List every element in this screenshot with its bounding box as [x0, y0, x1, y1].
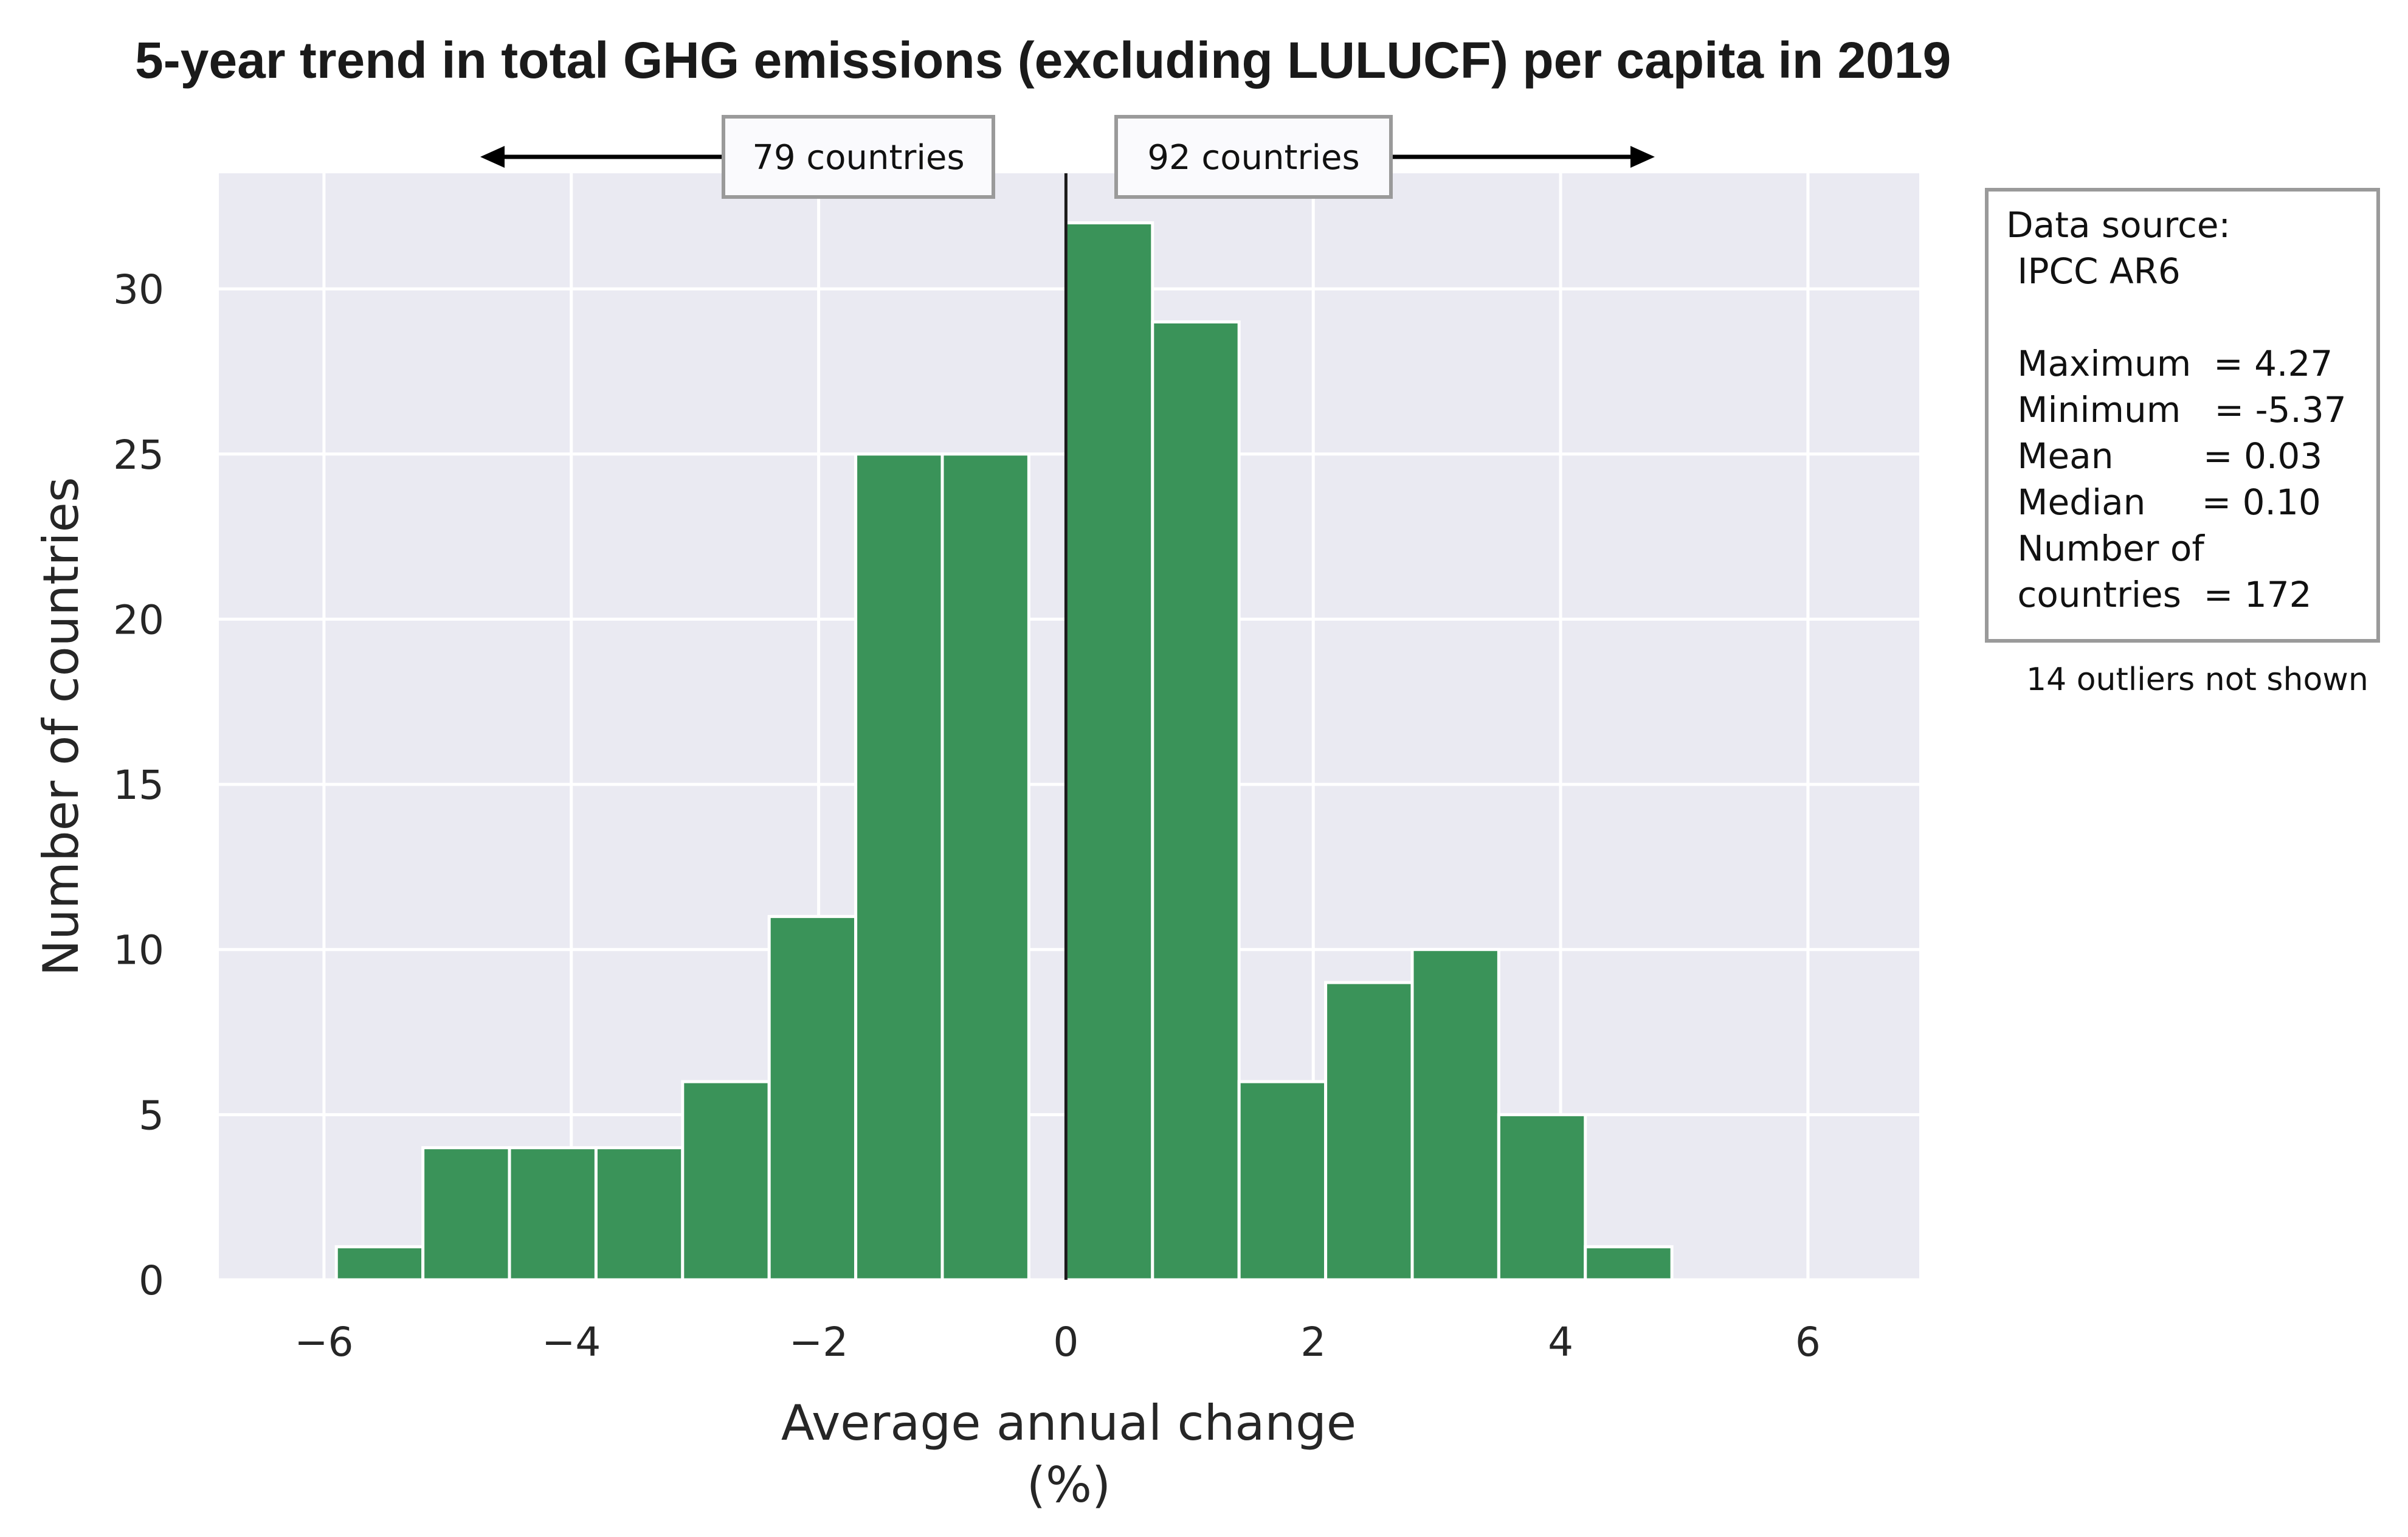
histogram-bar [940, 452, 1030, 1282]
x-axis-label-unit: (%) [1027, 1457, 1111, 1513]
histogram-bars [334, 221, 1674, 1282]
y-tick-label: 10 [113, 927, 164, 974]
y-tick-label: 20 [113, 596, 164, 643]
left-count-label: 79 countries [752, 138, 964, 178]
histogram-bar [508, 1146, 598, 1282]
histogram-bar [1324, 981, 1414, 1282]
histogram-bar [1584, 1245, 1674, 1282]
histogram-bar [1410, 948, 1500, 1282]
stats-line: Number of [2006, 528, 2205, 569]
x-tick-label: −2 [789, 1319, 848, 1366]
histogram-bar [854, 452, 944, 1282]
stats-line: IPCC AR6 [2006, 250, 2181, 292]
histogram-bar [334, 1245, 425, 1282]
left-count-annotation: 79 countries [480, 115, 995, 199]
histogram-bar [767, 914, 858, 1282]
y-tick-label: 0 [139, 1257, 164, 1304]
y-tick-label: 15 [113, 762, 164, 809]
x-tick-label: −4 [542, 1319, 601, 1366]
right-count-box [1114, 115, 1393, 199]
x-axis-ticks: −6 −4 −2 0 2 4 6 [294, 1319, 1821, 1366]
y-tick-label: 25 [113, 432, 164, 478]
stats-line: countries = 172 [2006, 574, 2312, 615]
stats-line: Mean = 0.03 [2006, 435, 2322, 477]
stats-box [1985, 188, 2380, 643]
stats-line: Maximum = 4.27 [2006, 343, 2333, 384]
x-tick-label: 6 [1795, 1319, 1821, 1366]
histogram-bar [1151, 320, 1241, 1282]
stats-line: Data source: [2006, 204, 2230, 246]
x-tick-label: 0 [1053, 1319, 1078, 1366]
histogram-bar [1064, 221, 1154, 1282]
x-tick-label: 4 [1548, 1319, 1573, 1366]
histogram-bar [681, 1080, 771, 1282]
histogram-bar [1497, 1113, 1587, 1282]
stats-line: Median = 0.10 [2006, 482, 2321, 523]
x-tick-label: 2 [1300, 1319, 1326, 1366]
y-tick-label: 30 [113, 266, 164, 313]
histogram-bar [1237, 1080, 1328, 1282]
x-axis-label: Average annual change [781, 1395, 1356, 1451]
y-axis-ticks: 0 5 10 15 20 25 30 [113, 266, 164, 1304]
left-count-box [722, 115, 995, 199]
right-arrow-head [1630, 146, 1655, 168]
right-count-annotation: 92 countries [1114, 115, 1655, 199]
x-tick-label: −6 [294, 1319, 353, 1366]
outlier-note: 14 outliers not shown [2026, 661, 2368, 698]
y-tick-label: 5 [139, 1092, 164, 1139]
histogram-bar [421, 1146, 511, 1282]
stats-box-text: Data source: IPCC AR6 Maximum = 4.27 Min… [2006, 204, 2347, 615]
stats-line: Minimum = -5.37 [2006, 389, 2347, 430]
chart-title: 5-year trend in total GHG emissions (exc… [135, 32, 1951, 89]
histogram-bar [594, 1146, 685, 1282]
left-arrow-head [480, 146, 505, 168]
right-count-label: 92 countries [1147, 138, 1359, 178]
y-axis-label: Number of countries [33, 477, 89, 976]
